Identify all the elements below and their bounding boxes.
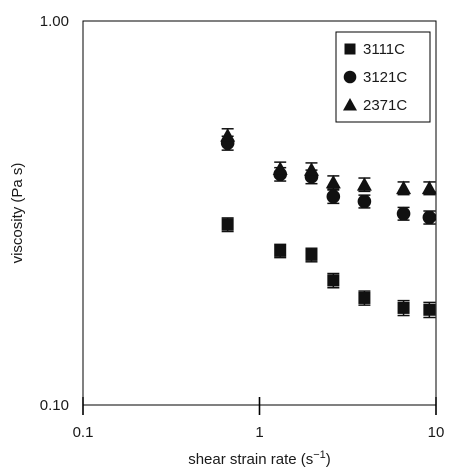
- data-point-square: [305, 248, 318, 261]
- data-point-triangle: [325, 174, 341, 189]
- data-point-triangle: [220, 128, 236, 142]
- legend-marker-triangle: [343, 98, 357, 111]
- data-point-circle: [357, 194, 372, 209]
- data-point-triangle: [396, 180, 412, 195]
- data-point-triangle: [421, 180, 437, 195]
- y-tick-label: 0.10: [40, 397, 69, 414]
- data-point-square: [221, 218, 234, 231]
- x-tick-label: 10: [428, 424, 445, 441]
- legend-marker-square: [344, 43, 356, 55]
- y-axis-title: viscosity (Pa s): [9, 163, 26, 264]
- legend-marker-circle: [343, 70, 357, 84]
- legend-label: 3111C: [363, 41, 405, 58]
- x-axis-title-superscript: −1: [313, 449, 326, 461]
- data-point-triangle: [303, 162, 319, 176]
- data-point-square: [358, 291, 371, 304]
- x-axis-title-close: ): [326, 451, 331, 468]
- data-point-square: [274, 244, 287, 257]
- legend: 3111C 3121C 2371C: [335, 31, 431, 123]
- axis-ticks: [82, 397, 437, 415]
- x-tick-label: 0.1: [73, 424, 94, 441]
- x-axis-title: shear strain rate (s−1): [188, 449, 331, 468]
- data-point-square: [327, 274, 340, 287]
- legend-label: 3121C: [363, 69, 407, 86]
- data-point-circle: [396, 206, 411, 221]
- data-point-triangle: [356, 177, 372, 191]
- data-markers: [220, 128, 437, 316]
- y-tick-label: 1.00: [40, 13, 69, 30]
- data-point-triangle: [272, 161, 288, 175]
- plot-area: [82, 20, 437, 415]
- data-point-circle: [326, 189, 341, 204]
- x-axis-title-main: shear strain rate (s: [188, 451, 313, 468]
- data-point-square: [423, 303, 436, 316]
- tick-labels: 0.1 1 10 0.10 1.00: [40, 13, 445, 441]
- legend-label: 2371C: [363, 97, 407, 114]
- data-point-circle: [422, 210, 437, 225]
- data-point-square: [397, 301, 410, 314]
- error-bars: [221, 128, 436, 319]
- x-tick-label: 1: [255, 424, 263, 441]
